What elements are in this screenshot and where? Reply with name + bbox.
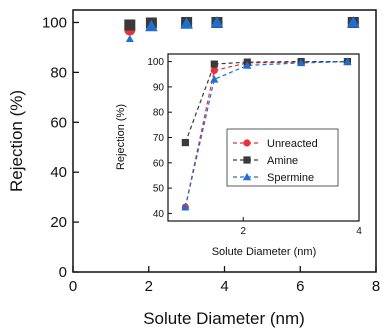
inset-point-spermine: [343, 57, 352, 65]
main-point-spermine: [145, 19, 158, 32]
main-y-tick-label: 60: [50, 114, 67, 131]
inset-y-tick-label: 100: [147, 57, 164, 68]
main-x-tick-label: 8: [372, 278, 380, 295]
main-y-tick-label: 40: [50, 164, 67, 181]
inset-point-spermine: [181, 202, 190, 211]
inset-point-spermine: [243, 61, 252, 69]
legend-label-unreacted: Unreacted: [267, 138, 318, 150]
inset-line-spermine: [184, 61, 348, 208]
inset-x-axis-label: Solute Diameter (nm): [212, 246, 317, 258]
inset-y-axis-label: Rejection (%): [115, 104, 127, 170]
inset-point-spermine: [296, 58, 306, 67]
legend-marker-unreacted: [243, 139, 251, 147]
main-x-axis-label: Solute Diameter (nm): [143, 309, 305, 328]
inset-y-tick-label: 90: [153, 82, 165, 93]
inset-x-tick-label: 2: [240, 226, 246, 237]
inset-data-points: [181, 57, 352, 211]
inset-line-unreacted: [184, 61, 348, 208]
main-x-tick-label: 6: [296, 278, 304, 295]
main-y-tick-label: 80: [50, 64, 67, 81]
main-x-tick-label: 4: [220, 278, 228, 295]
main-x-tick-label: 0: [69, 278, 77, 295]
main-y-axis-label: Rejection (%): [7, 90, 26, 192]
main-point-spermine: [346, 16, 360, 28]
inset-y-tick-label: 40: [153, 209, 165, 220]
inset-point-amine: [210, 60, 218, 68]
main-x-tick-label: 2: [145, 278, 153, 295]
legend-marker-spermine: [242, 172, 252, 181]
legend-items: Unreacted Amine Spermine: [233, 138, 318, 184]
inset-y-tick-label: 70: [153, 133, 165, 144]
inset-point-unreacted: [210, 66, 218, 75]
inset-x-tick-label: 4: [356, 226, 362, 237]
inset-chart: 2 4 40 50 60 70 80 90 100 Solute Diameter (nm) R…: [104, 42, 369, 260]
inset-y-tick-label: 80: [153, 108, 165, 119]
main-point-spermine: [210, 16, 224, 28]
main-point-amine: [124, 19, 136, 31]
legend-marker-amine: [243, 156, 251, 164]
inset-point-spermine: [210, 75, 219, 83]
inset-point-amine: [181, 138, 189, 147]
inset-series-lines: [184, 61, 348, 208]
main-y-tick-label: 20: [50, 214, 67, 231]
inset-axis-ticks: 2 4 40 50 60 70 80 90 100: [147, 57, 362, 237]
inset-y-tick-label: 50: [153, 184, 165, 195]
legend-label-amine: Amine: [267, 155, 298, 167]
inset-legend: Unreacted Amine Spermine: [226, 128, 339, 187]
main-point-spermine: [180, 17, 193, 29]
inset-line-amine: [184, 61, 348, 143]
legend-label-spermine: Spermine: [267, 172, 314, 184]
inset-y-tick-label: 60: [153, 158, 165, 169]
main-y-tick-label: 100: [42, 14, 67, 31]
main-y-tick-label: 0: [59, 264, 67, 281]
